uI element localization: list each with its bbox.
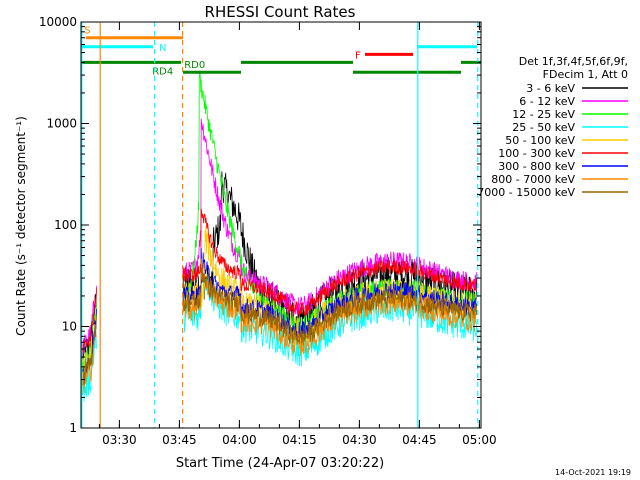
legend-entry-label-9: 7000 - 15000 keV	[477, 186, 575, 199]
x-tick-label-4: 04:15	[282, 433, 317, 447]
x-tick-label-6: 04:45	[402, 433, 437, 447]
x-tick-label-7: 05:00	[462, 433, 497, 447]
flag-label-s: S	[84, 26, 90, 37]
x-tick-label-1: 03:30	[102, 433, 137, 447]
legend-entry-label-4: 25 - 50 keV	[512, 121, 575, 134]
y-tick-label-1: 1	[69, 421, 77, 435]
chart-title: RHESSI Count Rates	[205, 3, 356, 21]
flag-label-rd0: RD0	[184, 60, 205, 71]
y-tick-label-4: 1000	[46, 117, 77, 131]
plot-area: S N F RD0 RD4	[81, 22, 481, 428]
x-tick-label-2: 03:45	[162, 433, 197, 447]
flag-label-rd4: RD4	[152, 66, 173, 77]
legend-entry-label-1: 3 - 6 keV	[526, 82, 575, 95]
legend-entry-label-2: 6 - 12 keV	[519, 95, 575, 108]
legend-entry-label-3: 12 - 25 keV	[512, 108, 575, 121]
x-tick-label-3: 04:00	[222, 433, 257, 447]
x-tick-label-5: 04:30	[342, 433, 377, 447]
series-line-9	[82, 267, 478, 386]
plot-frame	[80, 21, 482, 429]
x-axis-label: Start Time (24-Apr-07 03:20:22)	[176, 456, 384, 471]
legend-entry-label-7: 300 - 800 keV	[498, 160, 575, 173]
y-tick-label-2: 10	[62, 320, 77, 334]
legend-entry-label-5: 50 - 100 keV	[505, 134, 575, 147]
flag-label-n: N	[159, 43, 166, 54]
legend-entry-label-6: 100 - 300 keV	[498, 147, 575, 160]
legend-entry-label-8: 800 - 7000 keV	[491, 173, 575, 186]
y-tick-label-3: 100	[54, 218, 77, 232]
axes: 03:30 03:45 04:00 04:15 04:30 04:45 05:00 1 10 10…	[39, 15, 497, 447]
legend-header-line-2: FDecim 1, Att 0	[543, 68, 628, 81]
y-axis-label: Count Rate (s⁻¹ detector segment⁻¹)	[14, 116, 28, 336]
footer-timestamp: 14-Oct-2021 19:19	[555, 468, 631, 477]
legend-header-line-1: Det 1f,3f,4f,5f,6f,9f,	[519, 55, 628, 68]
flag-label-f: F	[355, 50, 361, 61]
y-tick-label-5: 10000	[39, 15, 77, 29]
legend: Det 1f,3f,4f,5f,6f,9f, FDecim 1, Att 0 3…	[477, 55, 628, 199]
